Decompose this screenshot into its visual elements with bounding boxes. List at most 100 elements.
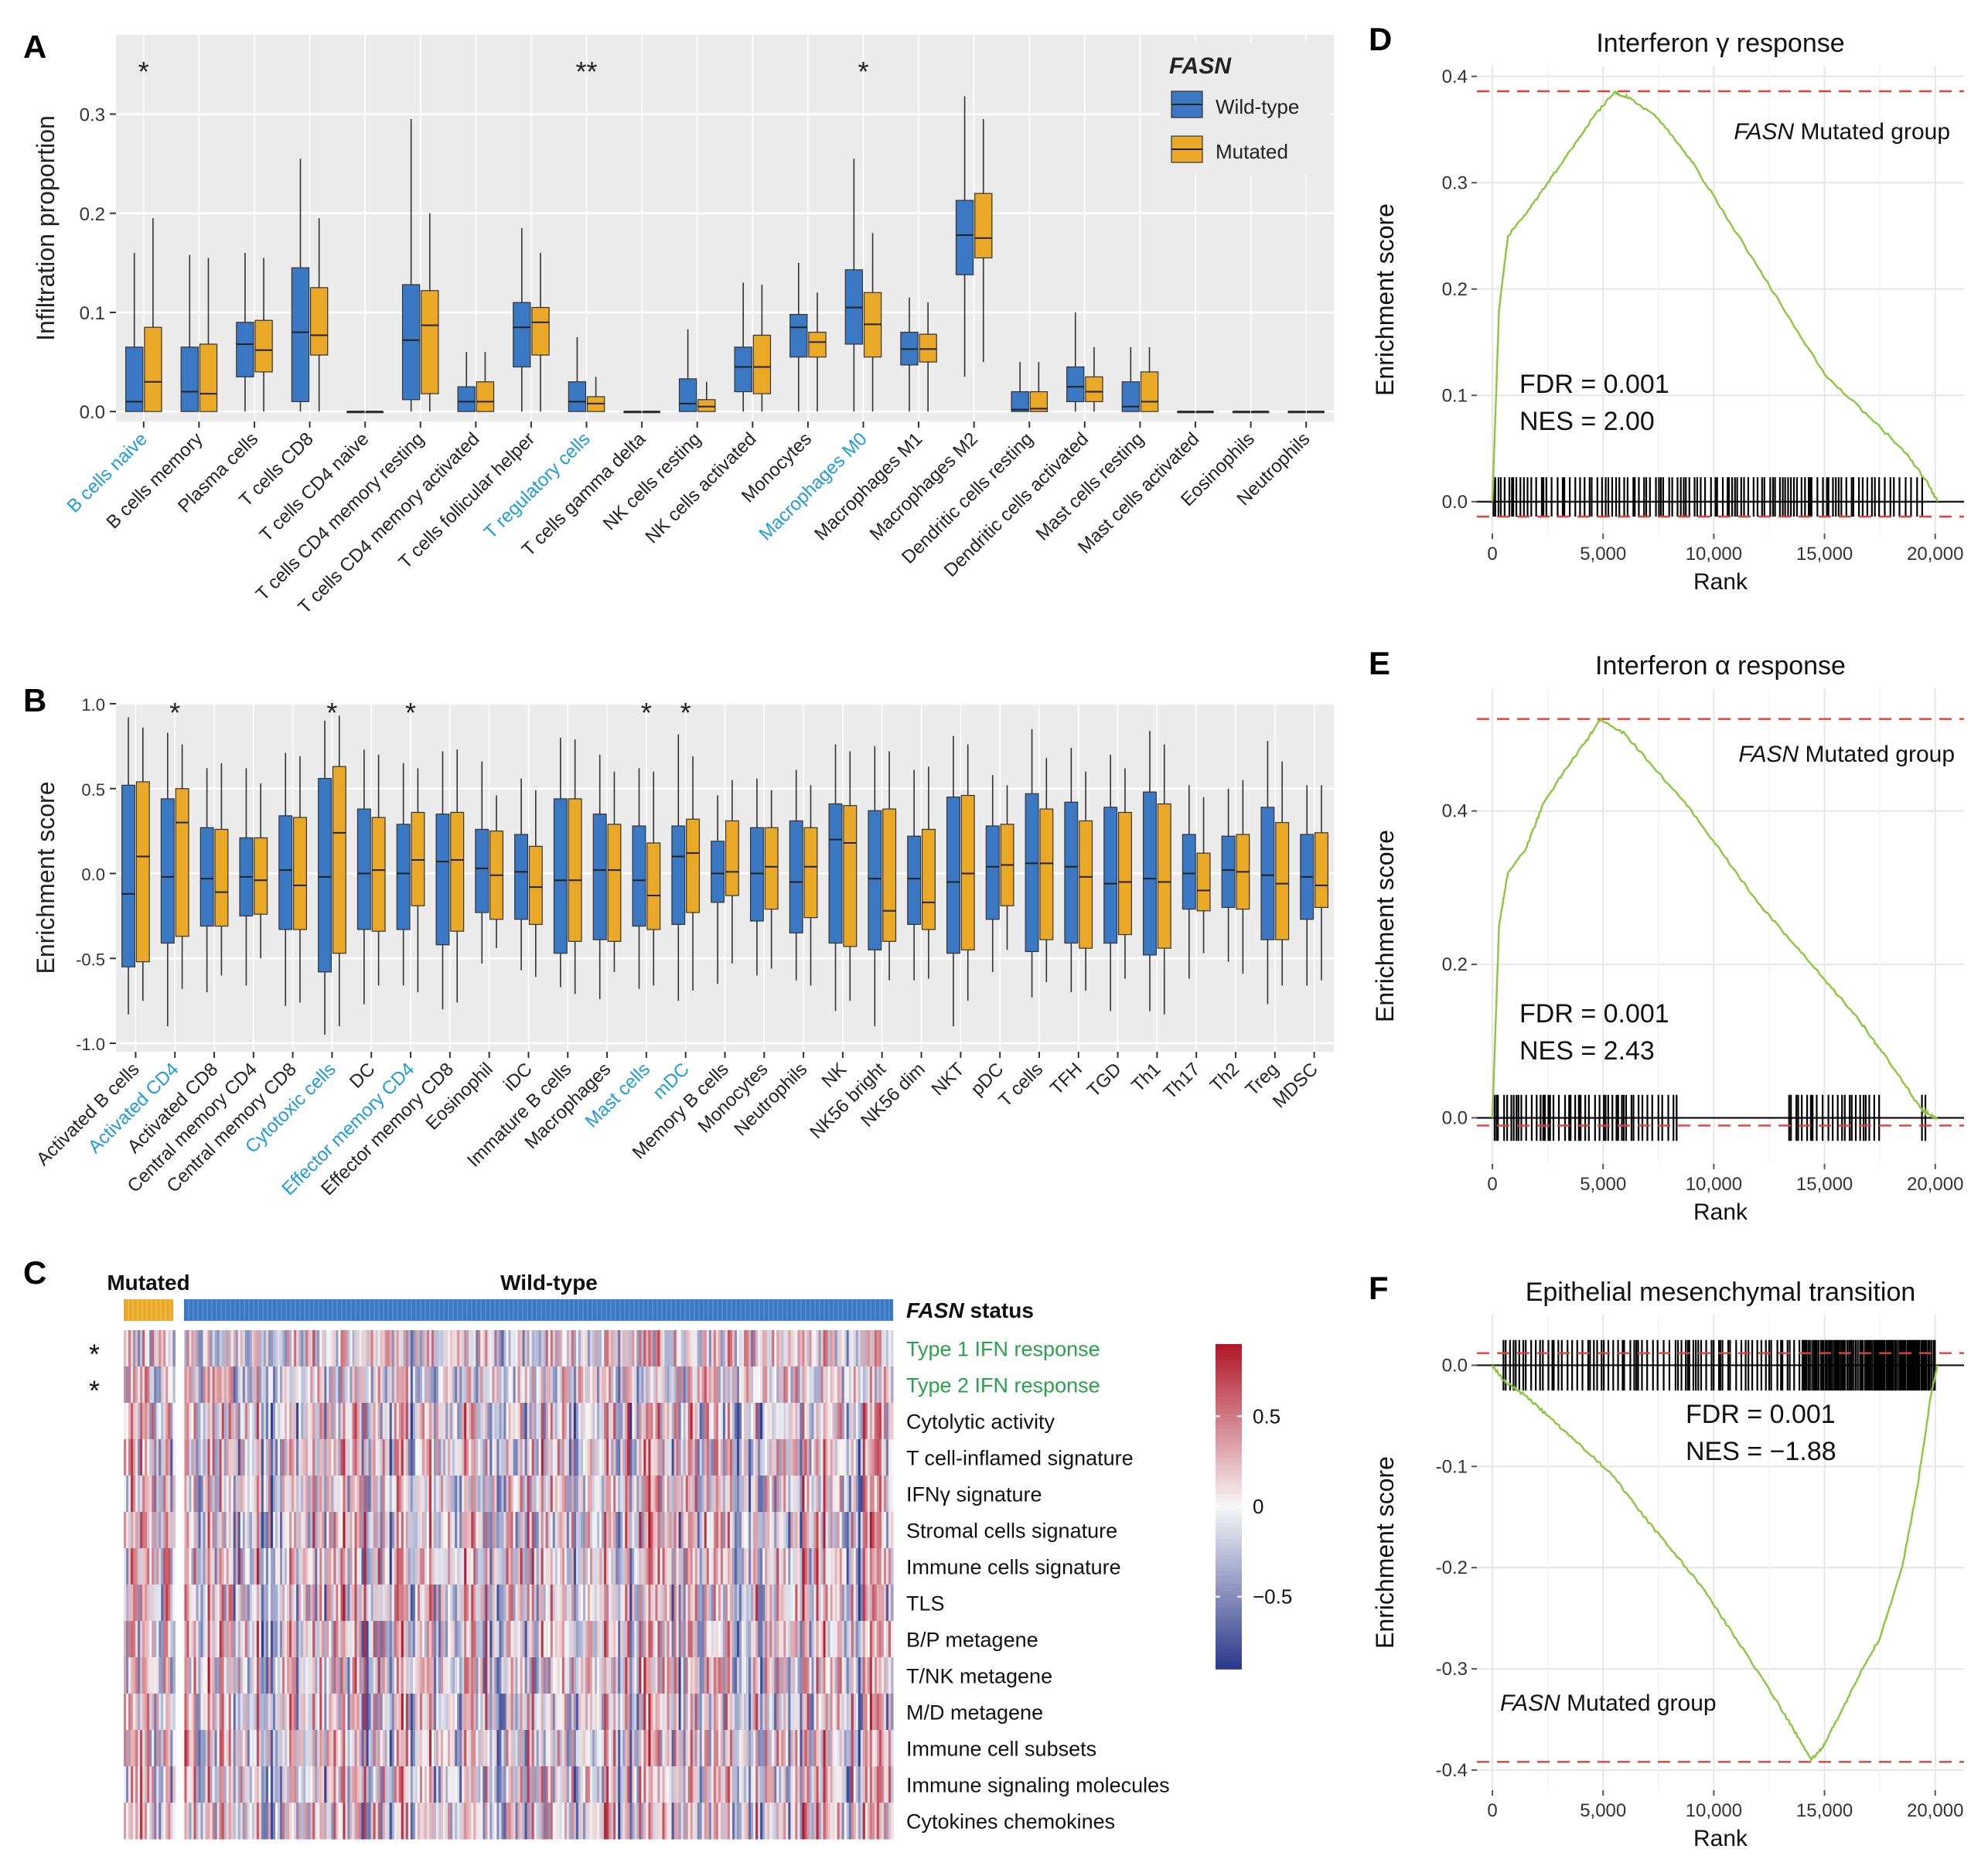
- heatmap-cell: [627, 1512, 630, 1549]
- heatmap-cell: [426, 1476, 430, 1513]
- heatmap-cell: [878, 1439, 882, 1476]
- heatmap-cell: [233, 1694, 237, 1731]
- heatmap-cell: [557, 1403, 561, 1440]
- heatmap-cell: [476, 1621, 479, 1658]
- heatmap-cell: [186, 1766, 190, 1803]
- heatmap-cell: [876, 1694, 880, 1731]
- heatmap-cell: [251, 1585, 255, 1622]
- heatmap-cell: [627, 1730, 630, 1767]
- heatmap-cell: [844, 1730, 847, 1767]
- heatmap-cell: [871, 1330, 875, 1367]
- heatmap-cell: [233, 1476, 237, 1513]
- heatmap-cell: [725, 1403, 728, 1440]
- heatmap-cell: [285, 1621, 288, 1658]
- heatmap-cell: [434, 1403, 437, 1440]
- heatmap-cell: [340, 1366, 344, 1404]
- heatmap-cell: [324, 1476, 327, 1513]
- heatmap-cell: [352, 1548, 356, 1585]
- heatmap-cell: [827, 1330, 831, 1367]
- heatmap-cell: [673, 1476, 677, 1513]
- heatmap-cell: [230, 1803, 234, 1840]
- heatmap-cell: [506, 1766, 510, 1803]
- heatmap-cell: [613, 1585, 616, 1622]
- heatmap-cell: [287, 1330, 290, 1367]
- box-wildtype: [160, 798, 175, 944]
- heatmap-cell: [646, 1694, 650, 1731]
- heatmap-cell: [758, 1730, 761, 1767]
- heatmap-cell: [329, 1548, 332, 1585]
- heatmap-cell: [758, 1621, 761, 1658]
- heatmap-cell: [692, 1476, 696, 1513]
- heatmap-cell: [564, 1439, 568, 1476]
- heatmap-cell: [634, 1366, 637, 1404]
- heatmap-cell: [373, 1548, 377, 1585]
- heatmap-cell: [370, 1330, 374, 1367]
- heatmap-cell: [450, 1621, 453, 1658]
- heatmap-cell: [272, 1439, 276, 1476]
- heatmap-cell: [613, 1330, 616, 1367]
- heatmap-cell: [476, 1439, 479, 1476]
- heatmap-cell: [720, 1585, 724, 1622]
- heatmap-cell: [793, 1548, 796, 1585]
- heatmap-cell: [483, 1694, 486, 1731]
- heatmap-cell: [788, 1766, 791, 1803]
- heatmap-cell: [501, 1403, 505, 1440]
- heatmap-cell: [878, 1585, 882, 1622]
- heatmap-cell: [240, 1694, 244, 1731]
- heatmap-cell: [888, 1548, 892, 1585]
- heatmap-cell: [571, 1694, 575, 1731]
- heatmap-cell: [522, 1439, 526, 1476]
- heatmap-cell: [673, 1403, 677, 1440]
- heatmap-cell: [783, 1476, 786, 1513]
- heatmap-cell: [424, 1548, 428, 1585]
- heatmap-cell: [846, 1548, 850, 1585]
- heatmap-cell: [242, 1366, 246, 1404]
- heatmap-cell: [436, 1766, 439, 1803]
- heatmap-cell: [615, 1439, 619, 1476]
- heatmap-cell: [671, 1439, 675, 1476]
- heatmap-cell: [694, 1366, 698, 1404]
- heatmap-cell: [147, 1403, 150, 1440]
- heatmap-cell: [421, 1621, 425, 1658]
- heatmap-cell: [755, 1766, 759, 1803]
- heatmap-cell: [667, 1476, 670, 1513]
- heatmap-cell: [517, 1512, 521, 1549]
- heatmap-cell: [170, 1585, 173, 1622]
- heatmap-cell: [582, 1657, 586, 1694]
- heatmap-cell: [382, 1766, 386, 1803]
- heatmap-cell: [568, 1730, 572, 1767]
- heatmap-cell: [867, 1730, 871, 1767]
- heatmap-cell: [585, 1366, 588, 1404]
- heatmap-cell: [230, 1439, 234, 1476]
- heatmap-cell: [744, 1403, 747, 1440]
- heatmap-cell: [566, 1694, 570, 1731]
- heatmap-cell: [305, 1694, 309, 1731]
- heatmap-cell: [431, 1694, 435, 1731]
- heatmap-cell: [862, 1439, 866, 1476]
- heatmap-cell: [650, 1585, 654, 1622]
- heatmap-cell: [343, 1730, 346, 1767]
- heatmap-cell: [697, 1548, 701, 1585]
- heatmap-cell: [592, 1585, 595, 1622]
- heatmap-cell: [207, 1585, 211, 1622]
- heatmap-cell: [382, 1730, 386, 1767]
- heatmap-cell: [135, 1803, 138, 1840]
- box-mutated: [531, 306, 550, 356]
- heatmap-cell: [855, 1548, 859, 1585]
- heatmap-cell: [485, 1439, 488, 1476]
- box-mutated: [843, 805, 858, 947]
- heatmap-cell: [874, 1366, 878, 1404]
- heatmap-cell: [289, 1621, 292, 1658]
- heatmap-cell: [609, 1766, 612, 1803]
- heatmap-cell: [881, 1657, 885, 1694]
- heatmap-cell: [729, 1585, 733, 1622]
- heatmap-cell: [403, 1476, 407, 1513]
- heatmap-cell: [611, 1585, 614, 1622]
- heatmap-cell: [813, 1585, 817, 1622]
- heatmap-cell: [858, 1621, 861, 1658]
- heatmap-cell: [133, 1476, 136, 1513]
- heatmap-cell: [864, 1585, 868, 1622]
- heatmap-cell: [874, 1694, 878, 1731]
- heatmap-cell: [634, 1621, 637, 1658]
- heatmap-cell: [540, 1439, 544, 1476]
